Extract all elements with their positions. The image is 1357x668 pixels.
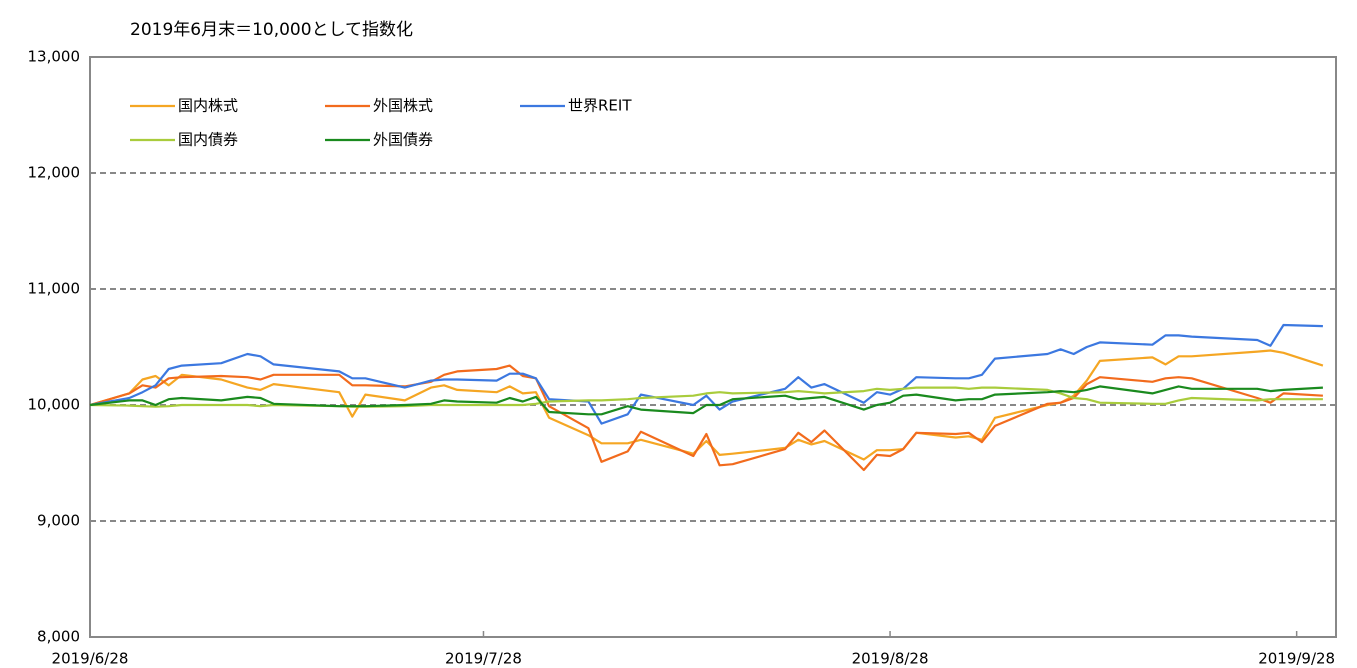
y-tick-label: 9,000 xyxy=(37,512,80,530)
series-line xyxy=(89,364,1323,472)
legend-label: 外国株式 xyxy=(373,97,433,115)
y-tick-label: 8,000 xyxy=(37,628,80,646)
plot-border xyxy=(89,56,1337,638)
x-tick-label: 2019/6/28 xyxy=(52,650,129,668)
y-tick-label: 12,000 xyxy=(28,164,81,182)
legend-label: 国内株式 xyxy=(178,97,238,115)
legend-label: 外国債券 xyxy=(373,131,433,149)
legend-label: 国内債券 xyxy=(178,131,238,149)
y-tick-label: 11,000 xyxy=(28,280,81,298)
x-tick-label: 2019/9/28 xyxy=(1258,650,1335,668)
y-tick-label: 10,000 xyxy=(28,396,81,414)
chart-title: 2019年6月末＝10,000として指数化 xyxy=(130,20,413,40)
legend-label: 世界REIT xyxy=(568,97,632,115)
series-line xyxy=(89,323,1323,425)
y-tick-label: 13,000 xyxy=(28,48,81,66)
x-tick-label: 2019/7/28 xyxy=(445,650,522,668)
series-line xyxy=(89,385,1323,416)
x-tick-label: 2019/8/28 xyxy=(852,650,929,668)
